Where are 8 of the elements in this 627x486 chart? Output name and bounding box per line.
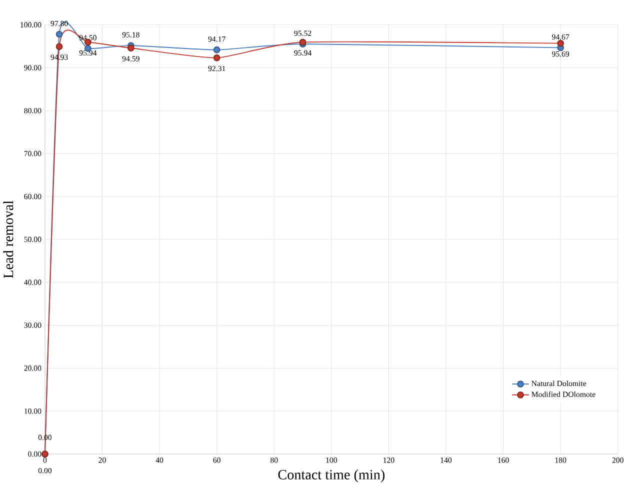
point bbox=[213, 54, 220, 62]
x-axis-title: Contact time (min) bbox=[278, 470, 385, 483]
point bbox=[127, 44, 134, 52]
point bbox=[213, 46, 220, 54]
point bbox=[56, 31, 63, 38]
point bbox=[56, 43, 63, 50]
point bbox=[557, 40, 564, 47]
y-axis-title: Lead removal bbox=[3, 200, 14, 278]
